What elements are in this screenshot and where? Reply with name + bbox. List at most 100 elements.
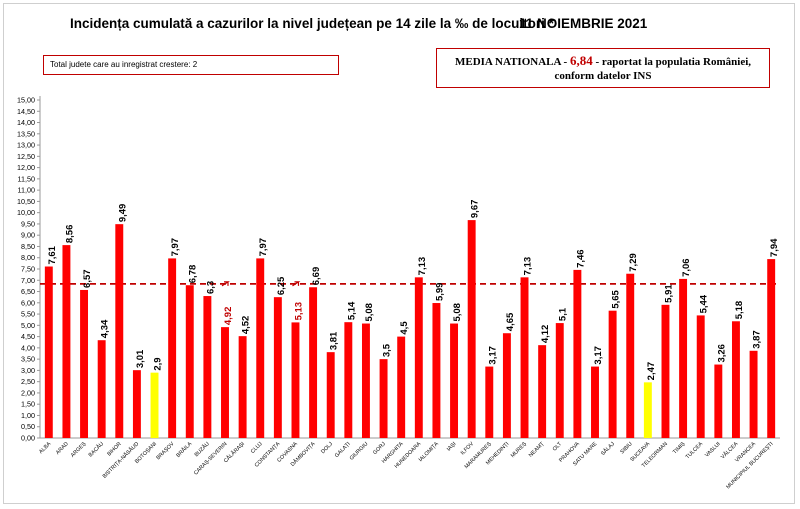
value-label: 9,49 [117,204,128,223]
y-tick-label: 0,50 [21,422,35,431]
category-label: MUREȘ [510,441,528,459]
y-tick-label: 14,00 [17,118,35,127]
bar [538,345,547,438]
bar [326,352,335,438]
y-tick-label: 1,50 [21,400,35,409]
category-label: SĂLAJ [599,440,616,457]
bar [150,372,159,438]
value-label: 3,87 [752,330,763,349]
growth-arrow [221,281,230,287]
y-tick-label: 0,00 [21,434,35,443]
y-tick-label: 8,00 [21,253,35,262]
value-label: 7,13 [417,257,428,276]
category-label: NEAMȚ [528,441,546,459]
y-tick-label: 9,00 [21,231,35,240]
bar [238,336,247,438]
bar [661,304,670,438]
category-label: TIMIȘ [672,441,687,456]
category-label: BRĂILA [175,440,194,459]
bar [62,245,71,438]
y-tick-label: 5,50 [21,310,35,319]
growth-count-text: Total judete care au inregistrat crester… [50,60,198,69]
value-label: 5,44 [699,294,710,313]
value-label: 9,67 [470,200,481,219]
bar [555,323,564,438]
bar [502,333,511,438]
y-tick-label: 3,00 [21,366,35,375]
value-label: 5,14 [346,301,357,320]
category-label: OLT [552,441,564,453]
value-label: 6,57 [82,269,93,288]
category-label: ALBA [38,441,52,455]
bar [379,359,388,438]
y-tick-label: 8,50 [21,242,35,251]
value-label: 2,9 [152,357,163,370]
y-tick-label: 6,00 [21,298,35,307]
bar [643,382,652,438]
value-label: 6,69 [311,267,322,286]
y-tick-label: 7,00 [21,276,35,285]
growth-count-box: Total judete care au inregistrat crester… [43,55,339,75]
value-label: 4,12 [540,325,551,344]
bar [520,277,529,438]
y-tick-label: 7,50 [21,265,35,274]
bar [467,220,476,438]
value-label: 7,97 [258,238,269,257]
bar [80,289,89,438]
value-label: 7,06 [681,258,692,277]
bar [168,258,177,438]
value-label: 6,3 [205,281,216,294]
chart-title: Incidența cumulată a cazurilor la nivel … [70,16,554,31]
y-tick-label: 6,50 [21,287,35,296]
bar [626,273,635,438]
bar [361,323,370,438]
value-label: 4,65 [505,312,516,331]
value-label: 3,17 [487,346,498,365]
category-label: TULCEA [685,441,705,461]
national-average-note: conform datelor INS [554,70,652,82]
bar [115,224,124,438]
y-tick-label: 11,00 [18,186,35,195]
y-tick-label: 15,00 [17,96,35,105]
y-tick-label: 12,50 [17,152,35,161]
bar [185,285,194,438]
category-label: ILFOV [460,441,476,457]
chart-frame [3,3,795,504]
y-tick-label: 9,50 [21,219,35,228]
value-label: 5,08 [364,303,375,322]
bar [344,322,353,438]
category-label: BUZĂU [193,440,211,458]
national-average-value: 6,84 [569,53,593,68]
bar [450,323,459,438]
y-tick-label: 5,00 [21,321,35,330]
value-label: 6,25 [276,276,287,295]
value-label: 5,65 [611,289,622,308]
national-average-suffix: - raportat la populatia României, [595,56,752,68]
category-label: DOLJ [320,441,334,455]
bar [132,370,141,438]
category-label: GORJ [372,441,387,456]
bar [397,336,406,438]
bar [203,296,212,438]
national-average-prefix: MEDIA NATIONALA - [454,56,568,68]
category-label: CLUJ [250,441,264,455]
y-tick-label: 2,00 [21,388,35,397]
y-tick-label: 2,50 [21,377,35,386]
value-label: 7,29 [628,253,639,272]
value-label: 7,46 [575,249,586,268]
y-tick-label: 12,00 [17,163,35,172]
value-label: 4,52 [241,316,252,335]
national-average-box: MEDIA NATIONALA - 6,84 - raportat la pop… [436,48,770,88]
bar [256,258,265,438]
bar [44,266,53,438]
category-label: ARGEȘ [70,441,88,459]
value-label: 4,5 [399,321,410,335]
value-label: 5,18 [734,301,745,320]
y-tick-label: 4,50 [21,332,35,341]
bar [696,315,705,438]
bar [485,366,494,438]
value-label: 7,61 [47,245,58,264]
bar [291,322,300,438]
y-tick-label: 11,50 [18,174,35,183]
